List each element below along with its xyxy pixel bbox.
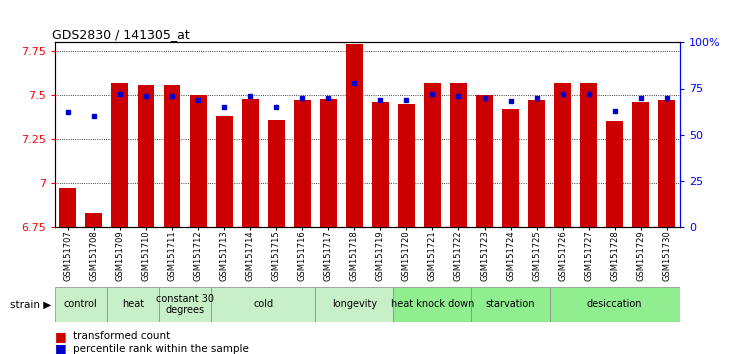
Text: heat: heat [122, 299, 144, 309]
Bar [211, 287, 315, 322]
Bar [189, 95, 207, 227]
Bar [580, 83, 597, 227]
Bar [242, 98, 259, 227]
Bar [606, 121, 624, 227]
Bar [59, 188, 76, 227]
Text: GDS2830 / 141305_at: GDS2830 / 141305_at [52, 28, 189, 41]
Bar [55, 287, 107, 322]
Bar [111, 83, 129, 227]
Bar [107, 287, 159, 322]
Text: constant 30
degrees: constant 30 degrees [156, 293, 214, 315]
Bar [164, 85, 181, 227]
Bar [159, 287, 211, 322]
Text: heat knock down: heat knock down [391, 299, 474, 309]
Bar [424, 83, 441, 227]
Bar [137, 85, 154, 227]
Text: starvation: starvation [486, 299, 535, 309]
Text: control: control [64, 299, 98, 309]
Bar [550, 287, 680, 322]
Bar [216, 116, 232, 227]
Bar [86, 212, 102, 227]
Bar [393, 287, 471, 322]
Text: percentile rank within the sample: percentile rank within the sample [73, 344, 249, 354]
Text: ■: ■ [55, 330, 67, 343]
Bar [319, 98, 337, 227]
Text: ■: ■ [55, 342, 67, 354]
Bar [659, 100, 675, 227]
Bar [502, 109, 519, 227]
Bar [632, 102, 649, 227]
Text: cold: cold [253, 299, 273, 309]
Bar [471, 287, 550, 322]
Bar [315, 287, 393, 322]
Bar [528, 100, 545, 227]
Bar [476, 95, 493, 227]
Text: longevity: longevity [332, 299, 377, 309]
Bar [554, 83, 571, 227]
Text: strain ▶: strain ▶ [10, 299, 51, 309]
Text: transformed count: transformed count [73, 331, 170, 341]
Bar [372, 102, 389, 227]
Bar [294, 100, 311, 227]
Bar [450, 83, 467, 227]
Text: desiccation: desiccation [587, 299, 643, 309]
Bar [346, 44, 363, 227]
Bar [398, 104, 415, 227]
Bar [268, 120, 284, 227]
